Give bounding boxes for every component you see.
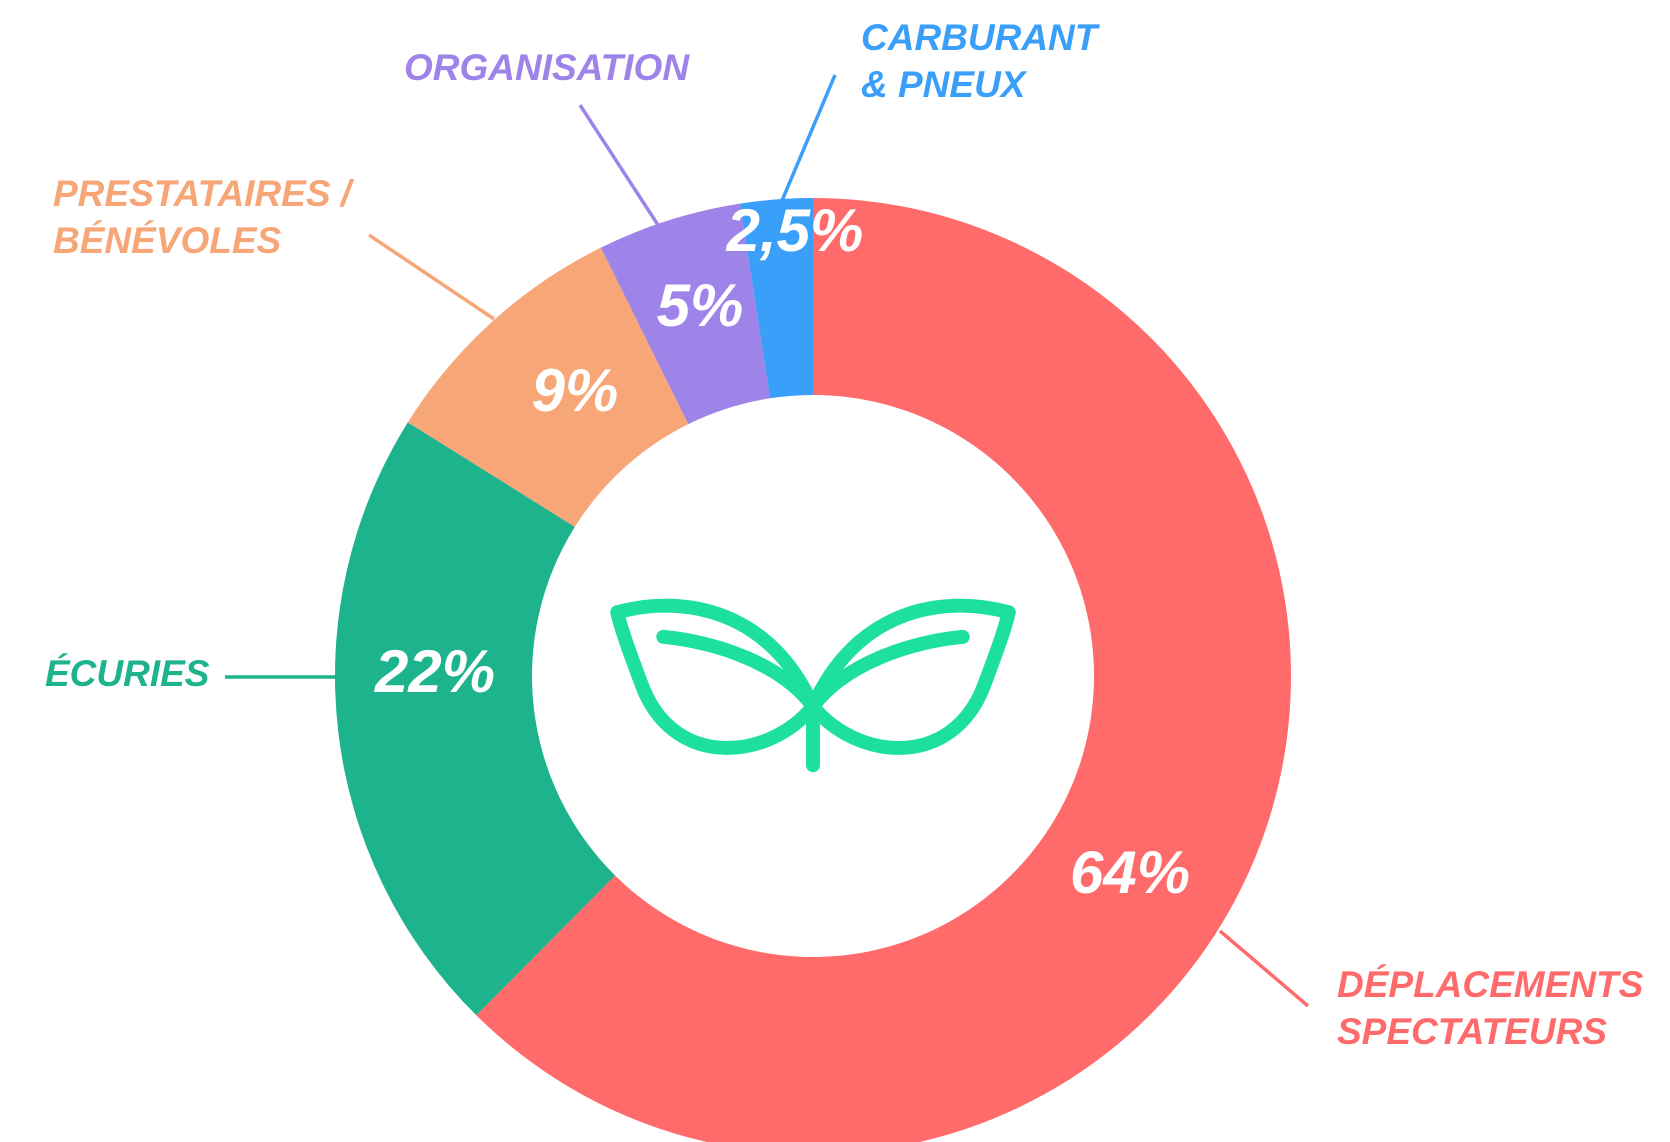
donut-slice xyxy=(476,198,1291,1142)
donut-slice xyxy=(335,422,616,1016)
leaf-icon xyxy=(610,598,1016,773)
value-label: 5% xyxy=(657,272,744,339)
value-label: 9% xyxy=(532,357,619,424)
donut-slice xyxy=(740,198,813,399)
category-label: CARBURANT xyxy=(861,17,1101,58)
slices xyxy=(335,198,1291,1142)
category-label: PRESTATAIRES / xyxy=(53,173,355,214)
category-label: BÉNÉVOLES xyxy=(53,220,282,261)
leader-line xyxy=(578,104,660,226)
leader-line xyxy=(368,233,495,321)
value-label: 2,5% xyxy=(726,197,864,264)
labels: DÉPLACEMENTS SPECTATEURS 64% ÉCURIES 22% PRES… xyxy=(45,17,1644,1052)
leader-line xyxy=(779,74,837,204)
category-label: ÉCURIES xyxy=(45,653,210,694)
donut-slice xyxy=(407,247,689,527)
category-label: & PNEUX xyxy=(861,64,1028,105)
leader-line xyxy=(1218,929,1310,1008)
category-label: ORGANISATION xyxy=(404,47,690,88)
donut-slice xyxy=(600,203,771,425)
value-label: 64% xyxy=(1070,839,1190,906)
value-label: 22% xyxy=(374,638,495,705)
category-label: SPECTATEURS xyxy=(1337,1011,1607,1052)
category-label: DÉPLACEMENTS xyxy=(1337,964,1644,1005)
